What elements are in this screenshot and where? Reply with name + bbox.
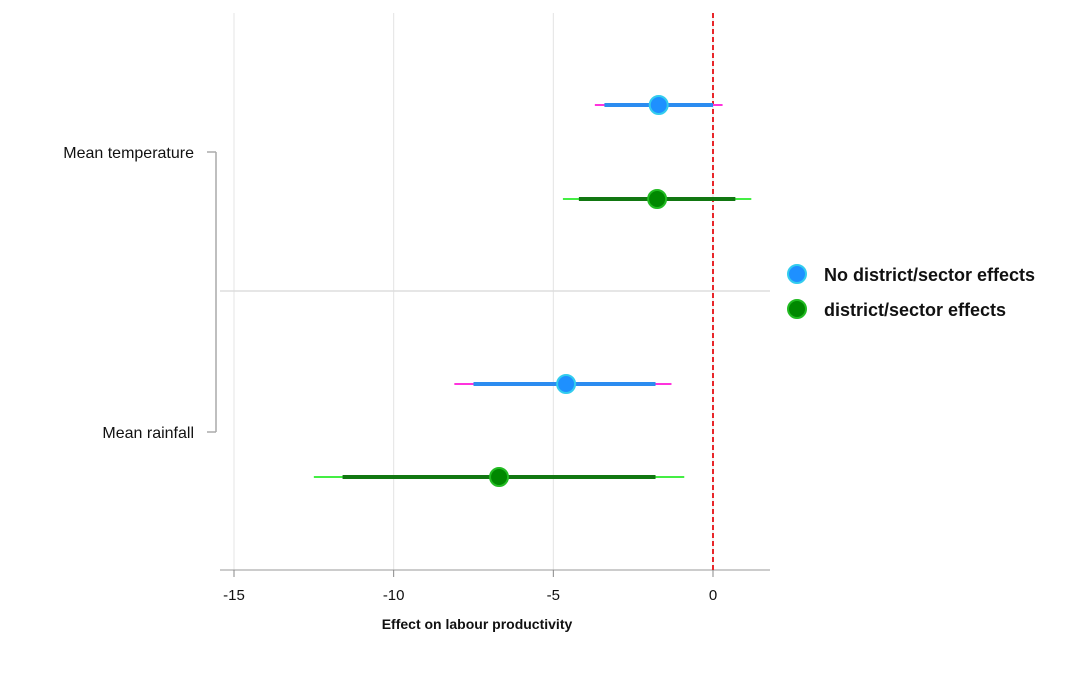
grid	[220, 13, 770, 570]
point-estimate	[648, 95, 669, 115]
category-label: Mean temperature	[63, 145, 194, 162]
legend: No district/sector effects district/secto…	[787, 264, 1035, 320]
axes: -15 -10 -5 0 Mean temperature Mean rainfall	[63, 145, 770, 604]
legend-label: No district/sector effects	[824, 265, 1035, 285]
x-tick-label: -10	[383, 587, 405, 604]
x-tick-label: -15	[223, 587, 245, 604]
x-tick-label: -5	[547, 587, 560, 604]
legend-marker	[787, 299, 807, 319]
point-estimate	[556, 374, 577, 394]
legend-marker	[787, 264, 807, 284]
x-tick-label: 0	[709, 587, 717, 604]
point-estimate	[489, 467, 510, 487]
x-axis-title: Effect on labour productivity	[382, 616, 573, 632]
legend-label: district/sector effects	[824, 300, 1006, 320]
category-label: Mean rainfall	[102, 425, 194, 442]
marks	[313, 13, 752, 570]
point-estimate	[647, 189, 668, 209]
